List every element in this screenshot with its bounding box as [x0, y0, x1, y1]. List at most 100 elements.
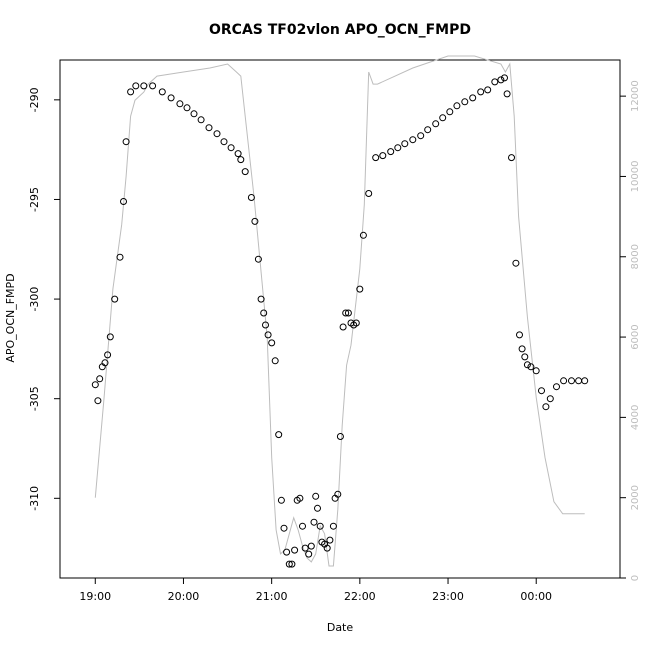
data-point — [127, 88, 135, 96]
data-point — [523, 361, 531, 369]
x-tick-label: 20:00 — [168, 590, 200, 603]
data-point — [264, 331, 272, 339]
data-point — [512, 259, 520, 267]
data-point — [477, 88, 485, 96]
data-point — [560, 377, 568, 385]
data-point — [183, 104, 191, 112]
data-point — [334, 490, 342, 498]
data-point — [234, 150, 242, 158]
x-tick-label: 23:00 — [432, 590, 464, 603]
data-point — [503, 90, 511, 98]
y-tick-label: -305 — [28, 386, 41, 411]
y-tick-label: -295 — [28, 187, 41, 212]
y2-tick-label: 12000 — [630, 80, 641, 112]
data-point — [227, 144, 235, 152]
data-point — [237, 156, 245, 164]
data-point — [484, 86, 492, 94]
data-point — [581, 377, 589, 385]
data-point — [312, 492, 320, 500]
data-point — [301, 544, 309, 552]
plot-frame — [59, 59, 621, 579]
data-point — [288, 560, 296, 568]
y-tick-label: -300 — [28, 287, 41, 312]
x-tick-label: 21:00 — [256, 590, 288, 603]
data-point — [532, 367, 540, 375]
data-point — [167, 94, 175, 102]
data-point — [116, 253, 124, 261]
data-point — [365, 190, 373, 197]
data-point — [379, 152, 387, 160]
data-point — [296, 494, 304, 502]
data-point — [299, 522, 306, 530]
data-point — [122, 138, 130, 146]
y2-tick-label: 10000 — [630, 161, 641, 193]
data-point — [521, 353, 529, 361]
data-point — [316, 522, 324, 530]
data-point — [453, 102, 461, 110]
series-line — [94, 55, 585, 567]
x-axis-label: Date — [327, 621, 354, 634]
data-point — [101, 359, 109, 367]
data-point — [104, 351, 112, 359]
data-point — [220, 138, 228, 146]
data-point — [149, 82, 157, 90]
data-point — [568, 377, 575, 385]
data-point — [323, 544, 331, 552]
data-point — [158, 88, 166, 96]
data-point — [277, 496, 285, 504]
data-point — [372, 154, 380, 162]
data-point — [96, 375, 104, 383]
data-point — [339, 323, 347, 331]
data-point — [247, 194, 255, 201]
y2-tick-label: 8000 — [630, 244, 641, 269]
y-tick-label: -290 — [28, 87, 41, 112]
data-point — [336, 433, 344, 440]
y2-tick-label: 0 — [630, 575, 641, 581]
y-tick-label: -310 — [28, 486, 41, 511]
data-point — [344, 309, 352, 317]
data-point — [262, 321, 269, 329]
data-point — [446, 108, 454, 116]
data-point — [310, 518, 318, 526]
data-point — [271, 357, 279, 365]
data-point — [538, 387, 545, 395]
data-point — [575, 377, 583, 385]
data-point — [283, 548, 291, 556]
x-tick-label: 00:00 — [520, 590, 552, 603]
data-point — [275, 431, 283, 439]
data-point — [251, 217, 259, 225]
data-point — [268, 339, 276, 347]
data-point — [516, 331, 523, 339]
data-point — [518, 345, 526, 353]
chart-marks: 19:00 20:00 21:00 22:00 23:00 00:00 -290 -295 -3… — [28, 55, 641, 603]
data-point — [432, 120, 440, 128]
data-point — [260, 309, 268, 317]
data-point — [197, 116, 205, 124]
data-point — [508, 154, 515, 162]
y-axis-label: APO_OCN_FMPD — [4, 273, 17, 362]
data-point — [280, 524, 288, 532]
data-point — [342, 309, 350, 317]
data-point — [401, 140, 409, 148]
data-point — [329, 522, 337, 530]
data-point — [417, 132, 425, 140]
data-point — [356, 285, 364, 293]
data-point — [91, 381, 99, 389]
data-point — [305, 550, 313, 558]
data-point — [106, 333, 114, 341]
data-point — [132, 82, 140, 90]
x-tick-label: 22:00 — [344, 590, 376, 603]
data-point — [213, 130, 221, 138]
data-point — [254, 255, 262, 263]
data-point — [140, 82, 148, 90]
data-point — [553, 383, 560, 391]
data-point — [241, 168, 249, 176]
data-point — [352, 319, 360, 327]
data-point — [359, 231, 367, 239]
data-point — [176, 100, 184, 108]
data-point — [394, 144, 402, 152]
data-point — [527, 363, 535, 371]
data-point — [424, 126, 432, 134]
chart-title: ORCAS TF02vlon APO_OCN_FMPD — [209, 22, 471, 38]
